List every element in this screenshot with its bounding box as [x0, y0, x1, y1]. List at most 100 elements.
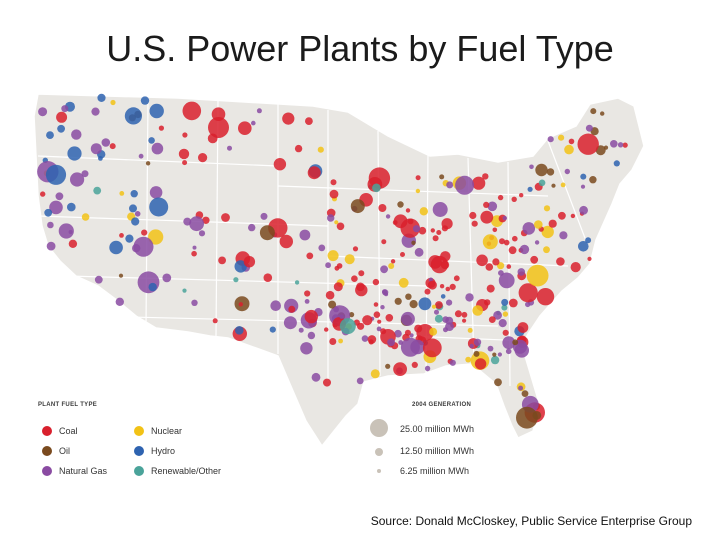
plant-marker-coal	[372, 278, 380, 286]
plant-marker-gas	[339, 314, 344, 319]
plant-marker-nuclear	[334, 220, 339, 225]
plant-marker-gas	[487, 201, 498, 212]
plant-marker-nuclear	[398, 277, 409, 288]
plant-marker-coal	[436, 230, 442, 235]
legend-label-natural-gas: Natural Gas	[59, 466, 108, 476]
plant-marker-gas	[198, 230, 206, 237]
plant-marker-coal	[415, 175, 421, 181]
plant-marker-oil	[521, 390, 529, 397]
plant-marker-coal	[305, 117, 313, 125]
slide-title: U.S. Power Plants by Fuel Type	[106, 28, 614, 69]
plant-marker-nuclear	[534, 220, 543, 229]
plant-marker-oil	[516, 406, 538, 429]
plant-marker-nuclear	[419, 207, 428, 216]
plant-marker-coal	[462, 318, 467, 323]
plant-marker-oil	[590, 108, 597, 115]
plant-marker-coal	[218, 256, 227, 265]
plant-marker-coal	[282, 112, 295, 125]
plant-marker-hydro	[109, 240, 123, 255]
plant-marker-coal	[367, 335, 377, 344]
plant-marker-gas	[101, 138, 111, 147]
plant-marker-hydro	[585, 237, 592, 244]
plant-marker-gas	[270, 300, 281, 311]
plant-marker-nuclear	[465, 356, 472, 363]
plant-marker-hydro	[440, 294, 446, 299]
plant-marker-coal	[568, 138, 575, 145]
plant-marker-hydro	[613, 160, 620, 167]
plant-marker-gas	[534, 240, 540, 245]
plant-marker-nuclear	[472, 305, 484, 316]
plant-marker-coal	[570, 262, 581, 273]
plant-marker-coal	[385, 314, 394, 322]
plant-marker-renewable	[93, 186, 102, 195]
plant-marker-coal	[519, 193, 524, 198]
plant-marker-oil	[350, 199, 365, 214]
plant-marker-hydro	[46, 131, 54, 139]
plant-marker-gas	[529, 164, 534, 170]
plant-marker-oil	[551, 183, 556, 188]
plant-marker-gas	[424, 365, 431, 372]
plant-marker-renewable	[490, 355, 500, 365]
plant-marker-coal	[119, 233, 124, 238]
plant-marker-hydro	[130, 190, 138, 198]
plant-marker-gas	[517, 268, 526, 276]
legend-item-renewable: Renewable/Other	[134, 464, 221, 478]
plant-marker-gas	[414, 247, 424, 257]
plant-marker-coal	[430, 228, 435, 233]
plant-marker-gas	[498, 319, 507, 328]
plant-marker-coal	[68, 239, 78, 248]
plant-marker-hydro	[57, 124, 65, 133]
plant-marker-renewable	[182, 288, 187, 293]
plant-marker-coal	[622, 142, 628, 148]
plant-marker-gas	[446, 181, 454, 189]
plant-marker-gas	[256, 108, 262, 114]
plant-marker-coal	[405, 208, 411, 213]
plant-marker-gas	[71, 129, 82, 140]
plant-marker-gas	[304, 299, 310, 304]
plant-marker-gas	[298, 327, 304, 333]
legend-item-nuclear: Nuclear	[134, 424, 182, 438]
plant-marker-coal	[279, 234, 293, 249]
natural-gas-swatch	[42, 466, 52, 476]
plant-marker-hydro	[67, 146, 82, 161]
plant-marker-oil	[512, 339, 519, 346]
plant-marker-gas	[251, 120, 256, 126]
us-power-plant-map	[33, 93, 645, 448]
plant-marker-nuclear	[526, 264, 549, 287]
plant-marker-coal	[178, 148, 190, 160]
plant-marker-hydro	[45, 164, 67, 185]
plant-marker-oil	[589, 176, 597, 184]
plant-marker-renewable	[294, 280, 300, 285]
size-circle-medium	[375, 448, 383, 456]
plant-marker-gas	[502, 215, 507, 221]
state-border-line	[277, 185, 549, 197]
plant-marker-oil	[259, 225, 275, 241]
plant-marker-renewable	[538, 179, 546, 187]
plant-marker-gas	[465, 293, 474, 302]
plant-marker-hydro	[140, 96, 150, 105]
plant-marker-oil	[411, 240, 416, 245]
plant-marker-coal	[471, 220, 478, 227]
plant-marker-renewable	[233, 277, 239, 283]
plant-marker-coal	[207, 133, 218, 144]
plant-marker-nuclear	[560, 182, 566, 188]
plant-marker-coal	[511, 196, 517, 202]
plant-marker-coal	[441, 218, 453, 230]
plant-marker-hydro	[235, 326, 244, 335]
plant-marker-oil	[394, 297, 402, 305]
plant-marker-hydro	[131, 217, 140, 226]
plant-marker-gas	[151, 142, 164, 155]
plant-marker-hydro	[234, 260, 247, 273]
plant-marker-nuclear	[467, 327, 473, 333]
plant-marker-gas	[469, 343, 474, 349]
legend-item-oil: Oil	[42, 444, 70, 458]
plant-marker-gas	[473, 338, 482, 346]
plant-marker-coal	[414, 324, 423, 333]
plant-marker-hydro	[149, 103, 164, 119]
plant-marker-gas	[434, 309, 439, 315]
plant-marker-coal	[502, 329, 509, 336]
plant-marker-gas	[325, 262, 331, 269]
plant-marker-coal	[325, 290, 335, 300]
plant-marker-coal	[362, 315, 373, 326]
plant-marker-coal	[158, 125, 164, 131]
